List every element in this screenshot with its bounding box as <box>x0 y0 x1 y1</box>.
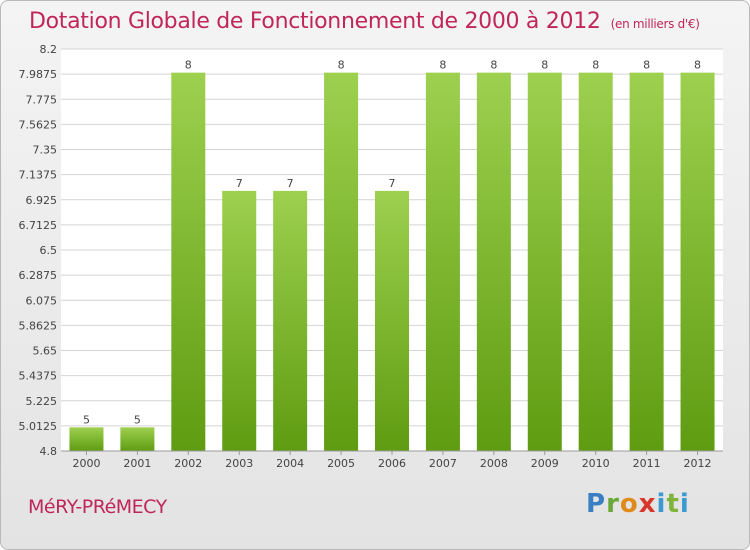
data-label: 8 <box>439 59 446 72</box>
x-tick-label: 2008 <box>480 457 508 470</box>
x-tick-label: 2007 <box>429 457 457 470</box>
data-label: 7 <box>389 177 396 190</box>
x-tick-label: 2002 <box>174 457 202 470</box>
y-tick-label: 5.65 <box>33 345 58 358</box>
data-label: 5 <box>83 413 90 426</box>
x-tick-label: 2004 <box>276 457 304 470</box>
y-tick-label: 5.4375 <box>19 370 58 383</box>
y-tick-label: 7.5625 <box>19 118 58 131</box>
x-tick-label: 2011 <box>633 457 661 470</box>
data-label: 7 <box>236 177 243 190</box>
x-tick-label: 2006 <box>378 457 406 470</box>
data-label: 8 <box>338 59 345 72</box>
y-tick-label: 5.8625 <box>19 319 58 332</box>
data-label: 8 <box>541 59 548 72</box>
bar <box>222 190 257 451</box>
bar <box>69 427 104 451</box>
data-label: 7 <box>287 177 294 190</box>
bar <box>171 72 206 451</box>
bar <box>324 72 359 451</box>
commune-name: MéRY-PRéMECY <box>28 496 167 518</box>
data-labels: 5 5 8 7 7 8 7 8 8 8 8 8 8 <box>83 59 701 427</box>
bar <box>375 190 409 451</box>
y-tick-label: 4.8 <box>40 445 58 458</box>
y-tick-label: 6.5 <box>40 244 58 257</box>
bar <box>476 72 511 451</box>
data-label: 8 <box>592 59 599 72</box>
y-tick-label: 5.0125 <box>19 420 58 433</box>
chart-title-text: Dotation Globale de Fonctionnement de 20… <box>29 9 601 34</box>
bar <box>629 72 664 451</box>
proxiti-logo: Proxiti <box>586 489 690 519</box>
y-tick-label: 6.7125 <box>19 219 58 232</box>
x-tick-label: 2001 <box>123 457 151 470</box>
x-tick-label: 2005 <box>327 457 355 470</box>
x-tick-label: 2000 <box>72 457 100 470</box>
bar <box>578 72 613 451</box>
y-tick-label: 5.225 <box>26 395 58 408</box>
data-label: 8 <box>490 59 497 72</box>
y-tick-label: 6.925 <box>26 194 58 207</box>
chart-units: (en milliers d'€) <box>610 17 700 31</box>
x-axis-ticks: 2000 2001 2002 2003 2004 2005 2006 2007 2008 2009… <box>72 451 712 470</box>
y-tick-label: 7.9875 <box>19 68 58 81</box>
chart-title: Dotation Globale de Fonctionnement de 20… <box>29 9 700 34</box>
bar <box>425 72 460 451</box>
y-tick-label: 7.35 <box>33 144 58 157</box>
bars <box>69 72 715 451</box>
x-tick-label: 2009 <box>531 457 559 470</box>
y-axis-ticks: 4.8 5.0125 5.225 5.4375 5.65 5.8625 6.075 6.287… <box>19 43 58 458</box>
y-tick-label: 7.1375 <box>19 169 58 182</box>
y-tick-label: 8.2 <box>40 43 58 56</box>
bar <box>527 72 562 451</box>
data-label: 8 <box>643 59 650 72</box>
y-tick-label: 6.2875 <box>19 269 58 282</box>
x-tick-label: 2012 <box>684 457 712 470</box>
bar <box>120 427 155 451</box>
x-tick-label: 2003 <box>225 457 253 470</box>
data-label: 5 <box>134 413 141 426</box>
y-tick-label: 6.075 <box>26 294 58 307</box>
y-tick-label: 7.775 <box>26 93 58 106</box>
x-tick-label: 2010 <box>582 457 610 470</box>
bar <box>273 190 308 451</box>
bar <box>680 72 715 451</box>
data-label: 8 <box>694 59 701 72</box>
data-label: 8 <box>185 59 192 72</box>
